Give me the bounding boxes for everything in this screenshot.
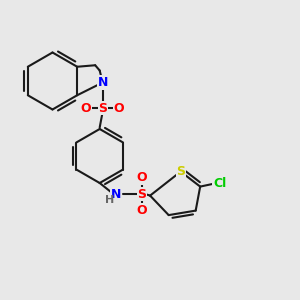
Text: S: S <box>137 188 146 201</box>
Text: N: N <box>111 188 122 201</box>
Text: S: S <box>176 165 185 178</box>
Text: S: S <box>98 101 107 115</box>
Text: Cl: Cl <box>213 177 226 190</box>
Text: N: N <box>98 76 108 89</box>
Text: H: H <box>105 195 114 206</box>
Text: O: O <box>81 101 92 115</box>
Text: O: O <box>136 171 147 184</box>
Text: O: O <box>136 204 147 217</box>
Text: O: O <box>114 101 124 115</box>
